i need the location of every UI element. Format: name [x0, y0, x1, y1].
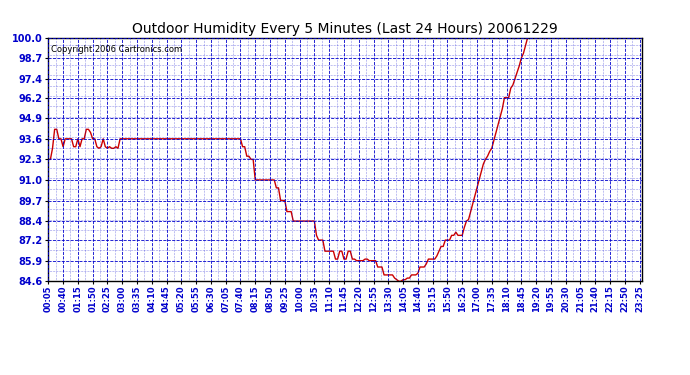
Title: Outdoor Humidity Every 5 Minutes (Last 24 Hours) 20061229: Outdoor Humidity Every 5 Minutes (Last 2…: [132, 22, 558, 36]
Text: Copyright 2006 Cartronics.com: Copyright 2006 Cartronics.com: [51, 45, 182, 54]
